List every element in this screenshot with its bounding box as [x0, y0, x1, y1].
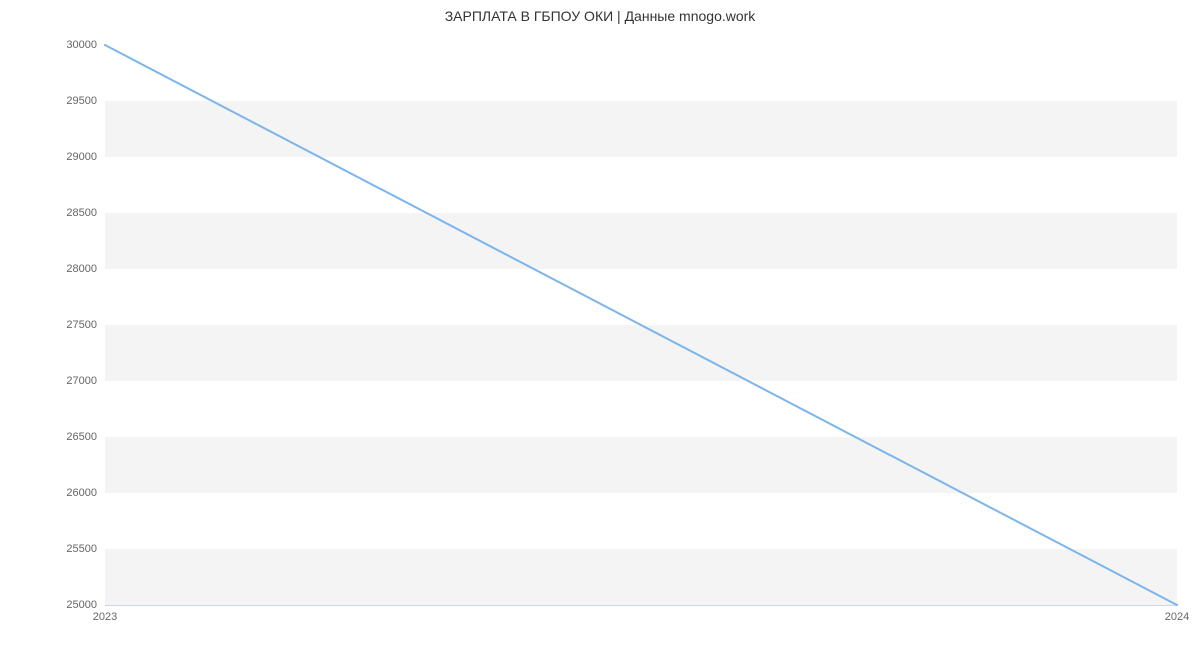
y-tick-label: 25000	[66, 599, 97, 611]
y-tick-label: 26500	[66, 431, 97, 443]
x-tick-label: 2023	[93, 611, 117, 623]
y-tick-label: 26000	[66, 487, 97, 499]
y-tick-label: 27000	[66, 375, 97, 387]
chart-title: ЗАРПЛАТА В ГБПОУ ОКИ | Данные mnogo.work	[0, 8, 1200, 24]
y-tick-label: 29000	[66, 151, 97, 163]
series-line-salary	[105, 45, 1177, 605]
series-svg	[105, 45, 1177, 605]
x-tick-label: 2024	[1165, 611, 1189, 623]
x-axis-line	[105, 605, 1177, 606]
y-tick-label: 28500	[66, 207, 97, 219]
y-tick-label: 30000	[66, 39, 97, 51]
y-tick-label: 29500	[66, 95, 97, 107]
y-tick-label: 27500	[66, 319, 97, 331]
plot-area: 2500025500260002650027000275002800028500…	[105, 45, 1177, 605]
y-tick-label: 28000	[66, 263, 97, 275]
y-tick-label: 25500	[66, 543, 97, 555]
chart-container: ЗАРПЛАТА В ГБПОУ ОКИ | Данные mnogo.work…	[0, 0, 1200, 650]
